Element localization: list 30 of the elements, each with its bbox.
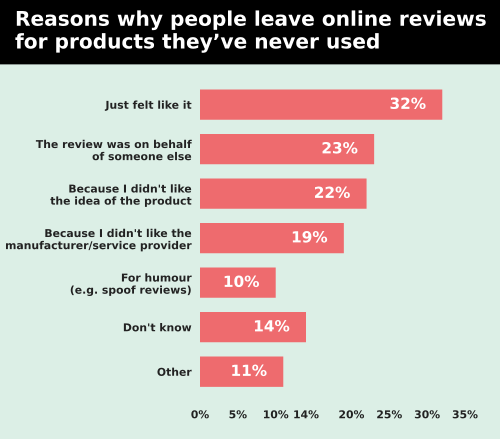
y-tick-label: Because I didn't like the idea of the product [50,184,192,207]
x-tick-label: 35% [452,410,478,418]
x-tick-label: 30% [414,410,440,418]
y-tick-label: The review was on behalf of someone else [36,140,192,160]
bar [200,268,276,298]
data-label: 23% [322,142,358,154]
bar [200,134,374,164]
bar [200,89,442,120]
bar [200,223,344,254]
data-label: 19% [292,231,328,243]
bar [200,178,367,209]
data-label: 32% [390,98,426,110]
chart-title: Reasons why people leave online reviews for products they’ve never used [15,10,486,53]
y-tick-label: For humour (e.g. spoof reviews) [70,273,192,296]
y-tick-label: Don't know [124,323,192,332]
data-label: 10% [224,276,260,288]
y-tick-label: Because I didn't like the manufacturer/service provider [6,228,192,252]
y-tick-label: Just felt like it [104,100,192,111]
y-tick-label: Other [157,368,192,376]
x-tick-label: 20% [339,410,364,418]
bar [200,312,306,342]
x-tick-label: 10% [264,410,288,418]
x-tick-label: 25% [377,410,402,418]
data-label: 14% [254,320,290,332]
x-tick-label: 0% [191,410,209,418]
data-label: 22% [315,186,350,198]
bar [200,356,284,387]
x-tick-label: 14% [294,410,319,418]
data-label: 11% [232,364,267,376]
x-tick-label: 5% [229,410,247,418]
